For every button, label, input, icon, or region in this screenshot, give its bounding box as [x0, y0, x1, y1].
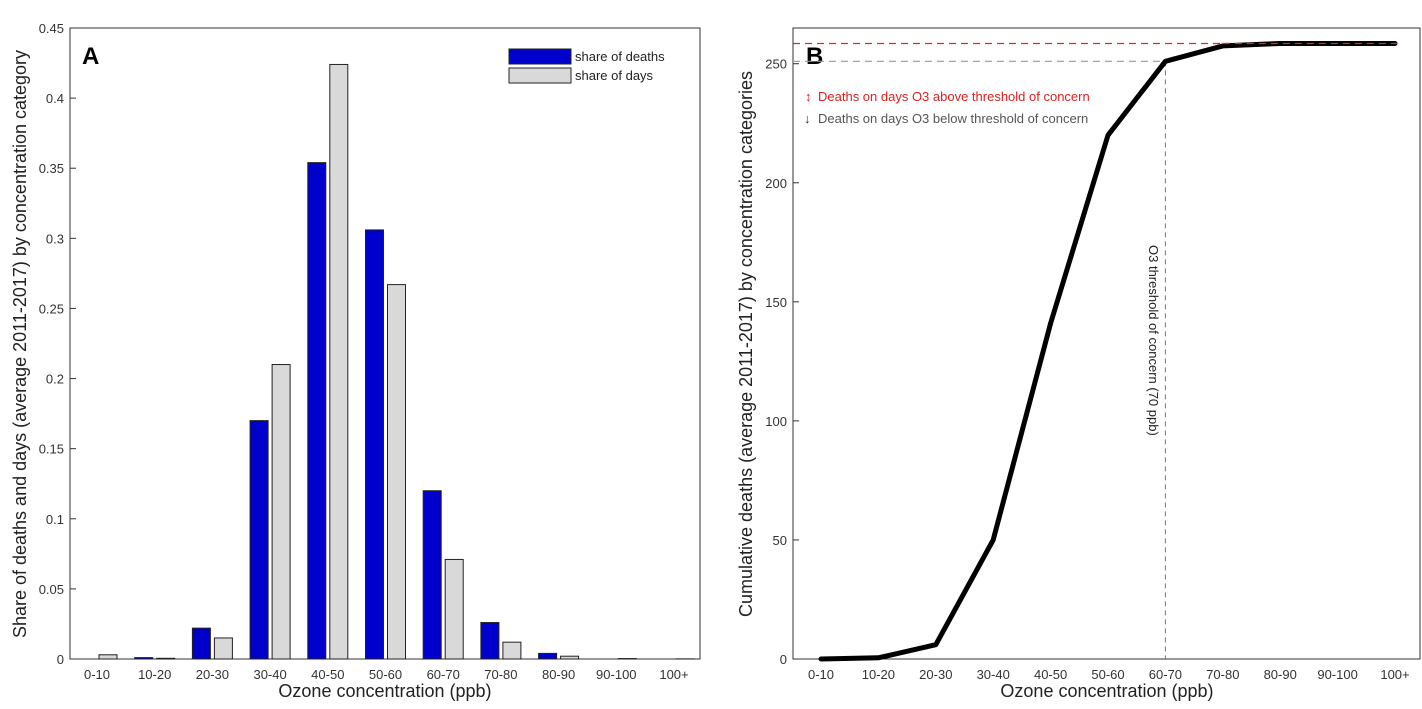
panel-b: B 0 50 100 150 200 250 0-10 10-20 20-30 30-40 40-…: [736, 27, 1421, 701]
x-tick-label-a-50-60: 50-60: [369, 667, 402, 682]
x-tick-label-b-40-50: 40-50: [1034, 667, 1067, 682]
panel-b-label: B: [806, 43, 823, 70]
panel-a-y-ticks: 0 0.05 0.1 0.15 0.2 0.25 0.3 0.35 0.4 0.45: [39, 21, 76, 667]
bar-share-of-days-40-50: [329, 63, 349, 660]
annotation-below-arrow: ↓: [804, 111, 811, 126]
x-tick-label-a-30-40: 30-40: [253, 667, 286, 682]
bar-share-of-deaths-50-60: [365, 229, 384, 660]
x-tick-label-b-0-10: 0-10: [808, 667, 834, 682]
annotation-threshold-label: O3 threshold of concern (70 ppb): [1146, 245, 1161, 436]
x-tick-label-b-80-90: 80-90: [1264, 667, 1297, 682]
annotation-above-arrow: ↕: [805, 89, 812, 104]
bar-share-of-deaths-20-30: [191, 627, 211, 660]
bar-share-of-days-10-20: [156, 657, 176, 660]
x-tick-label-a-0-10: 0-10: [84, 667, 110, 682]
panel-a-frame: [69, 27, 701, 660]
annotation-above-threshold: Deaths on days O3 above threshold of con…: [818, 89, 1090, 104]
panel-a-x-axis-title: Ozone concentration (ppb): [278, 681, 491, 701]
panel-a-x-ticks: 0-10 10-20 20-30 30-40 40-50 50-60 60-70 70-80 8…: [84, 667, 689, 682]
panel-a-label: A: [82, 43, 99, 70]
panel-b-x-ticks: 0-10 10-20 20-30 30-40 40-50 50-60 60-70 70-80 8…: [808, 667, 1410, 682]
y-tick-label-b: 0: [780, 652, 787, 667]
y-tick-label-a: 0.05: [39, 582, 64, 597]
y-tick-label-b: 100: [765, 414, 787, 429]
x-tick-label-b-50-60: 50-60: [1091, 667, 1124, 682]
x-tick-label-b-70-80: 70-80: [1206, 667, 1239, 682]
bar-share-of-days-0-10: [98, 654, 118, 660]
panel-b-x-axis-title: Ozone concentration (ppb): [1000, 681, 1213, 701]
panel-a: A 0 0.05 0.1 0.15 0.2 0.25 0.3 0.35 0.4 0.45 0-10…: [10, 21, 701, 701]
x-tick-label-b-20-30: 20-30: [919, 667, 952, 682]
bar-share-of-deaths-70-80: [480, 622, 500, 660]
bar-share-of-deaths-30-40: [249, 420, 269, 660]
legend-swatch-days: [508, 67, 572, 84]
panel-b-reference-lines: [793, 42, 1397, 659]
panel-b-y-ticks: 0 50 100 150 200 250: [765, 57, 799, 667]
x-tick-label-b-60-70: 60-70: [1149, 667, 1182, 682]
y-tick-label-a: 0.3: [46, 231, 64, 246]
bar-share-of-days-60-70: [444, 558, 464, 660]
y-tick-label-b: 150: [765, 295, 787, 310]
y-tick-label-b: 250: [765, 57, 787, 72]
panel-a-bars: [98, 63, 695, 660]
bar-share-of-deaths-10-20: [134, 657, 154, 660]
x-tick-label-b-90-100: 90-100: [1317, 667, 1357, 682]
x-tick-label-a-70-80: 70-80: [484, 667, 517, 682]
x-tick-label-a-80-90: 80-90: [542, 667, 575, 682]
bar-share-of-deaths-40-50: [307, 162, 327, 660]
bar-share-of-deaths-60-70: [422, 490, 442, 660]
panel-a-legend: share of deaths share of days: [508, 48, 665, 84]
y-tick-label-a: 0.15: [39, 442, 64, 457]
x-tick-label-a-100: 100+: [659, 667, 688, 682]
panel-b-annotations: ↕ Deaths on days O3 above threshold of c…: [804, 89, 1161, 436]
x-tick-label-b-10-20: 10-20: [862, 667, 895, 682]
panel-b-frame: [792, 27, 1421, 660]
panel-b-line-layer: [818, 41, 1398, 662]
y-tick-label-a: 0.2: [46, 372, 64, 387]
y-tick-label-a: 0.4: [46, 91, 64, 106]
annotation-below-threshold: Deaths on days O3 below threshold of con…: [818, 111, 1088, 126]
cumulative-deaths-line: [818, 41, 1398, 662]
y-tick-label-b: 200: [765, 176, 787, 191]
x-tick-label-a-60-70: 60-70: [427, 667, 460, 682]
legend-swatch-deaths: [508, 48, 572, 65]
x-tick-label-b-100: 100+: [1380, 667, 1409, 682]
bar-share-of-days-80-90: [560, 655, 580, 660]
y-tick-label-a: 0: [57, 652, 64, 667]
bar-share-of-days-70-80: [502, 641, 522, 660]
y-tick-label-b: 50: [773, 533, 787, 548]
x-tick-label-a-40-50: 40-50: [311, 667, 344, 682]
bar-share-of-days-50-60: [387, 284, 406, 660]
bar-share-of-days-30-40: [271, 364, 291, 660]
bar-share-of-deaths-80-90: [538, 652, 558, 660]
legend-label-deaths: share of deaths: [575, 49, 665, 64]
x-tick-label-a-90-100: 90-100: [596, 667, 636, 682]
y-tick-label-a: 0.35: [39, 161, 64, 176]
bar-share-of-days-20-30: [213, 637, 233, 660]
y-tick-label-a: 0.1: [46, 512, 64, 527]
legend-label-days: share of days: [575, 68, 654, 83]
x-tick-label-b-30-40: 30-40: [977, 667, 1010, 682]
x-tick-label-a-10-20: 10-20: [138, 667, 171, 682]
panel-b-y-axis-title: Cumulative deaths (average 2011-2017) by…: [736, 71, 756, 617]
y-tick-label-a: 0.45: [39, 21, 64, 36]
y-tick-label-a: 0.25: [39, 301, 64, 316]
panel-a-y-axis-title: Share of deaths and days (average 2011-2…: [10, 50, 30, 638]
x-tick-label-a-20-30: 20-30: [196, 667, 229, 682]
